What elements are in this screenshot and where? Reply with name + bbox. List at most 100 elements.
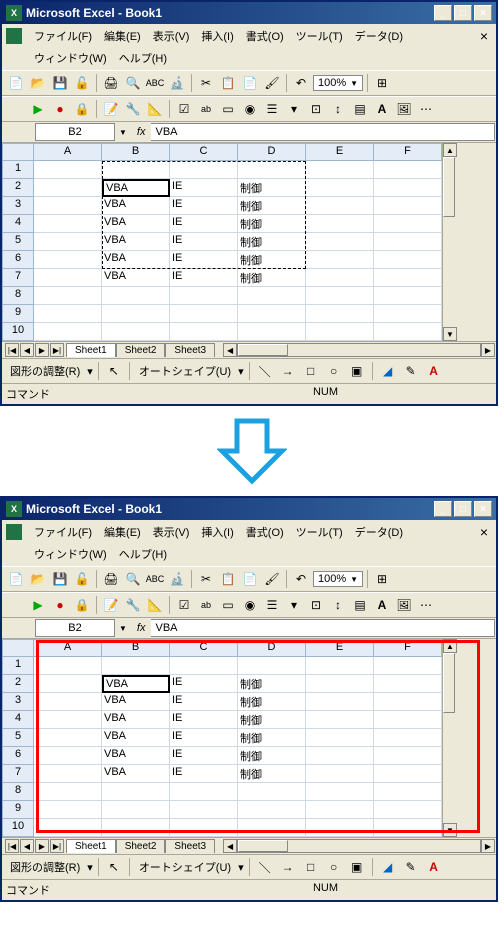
cell[interactable] <box>374 711 442 729</box>
menu-window[interactable]: ウィンドウ(W) <box>28 48 113 68</box>
cell[interactable] <box>306 179 374 197</box>
design-mode-icon[interactable]: 📐 <box>145 99 165 119</box>
label-icon[interactable]: A <box>372 99 392 119</box>
column-header[interactable]: A <box>34 639 102 657</box>
row-header[interactable]: 5 <box>2 233 34 251</box>
cell[interactable] <box>374 215 442 233</box>
cell[interactable]: IE <box>170 711 238 729</box>
vertical-scrollbar[interactable]: ▲ ▼ <box>442 639 458 837</box>
line-color-icon[interactable]: ✎ <box>401 361 421 381</box>
cell[interactable] <box>34 269 102 287</box>
column-header[interactable]: A <box>34 143 102 161</box>
cell[interactable] <box>34 179 102 197</box>
cell[interactable]: IE <box>170 729 238 747</box>
menu-data[interactable]: データ(D) <box>349 522 409 542</box>
cut-icon[interactable]: ✂ <box>196 569 216 589</box>
research-icon[interactable]: 🔬 <box>167 73 187 93</box>
tab-prev-button[interactable]: ◀ <box>20 343 34 357</box>
permission-icon[interactable]: 🔓 <box>72 569 92 589</box>
row-header[interactable]: 9 <box>2 305 34 323</box>
cell[interactable] <box>306 783 374 801</box>
cell[interactable]: IE <box>170 765 238 783</box>
zoom-dropdown[interactable]: 100% ▼ <box>313 571 363 587</box>
cell[interactable] <box>306 269 374 287</box>
mdi-close-button[interactable]: × <box>476 28 492 44</box>
textbox-draw-icon[interactable]: ▣ <box>347 857 367 877</box>
tab-next-button[interactable]: ▶ <box>35 839 49 853</box>
scroll-left-button[interactable]: ◀ <box>223 839 237 853</box>
cell[interactable] <box>306 765 374 783</box>
row-header[interactable]: 6 <box>2 747 34 765</box>
cell[interactable] <box>34 323 102 341</box>
menu-help[interactable]: ヘルプ(H) <box>113 48 173 68</box>
cell[interactable] <box>34 287 102 305</box>
fill-color-icon[interactable]: ◢ <box>378 361 398 381</box>
cell[interactable]: VBA <box>102 233 170 251</box>
cell[interactable] <box>34 819 102 837</box>
name-box[interactable]: B2 <box>35 123 115 141</box>
cell[interactable] <box>170 305 238 323</box>
cell[interactable] <box>374 765 442 783</box>
arrow-icon[interactable]: → <box>278 361 298 381</box>
autoshape-menu[interactable]: オートシェイプ(U) <box>135 361 235 381</box>
cell[interactable]: 制御 <box>238 747 306 765</box>
button-icon[interactable]: ▭ <box>218 99 238 119</box>
rectangle-icon[interactable]: □ <box>301 857 321 877</box>
menu-help[interactable]: ヘルプ(H) <box>113 544 173 564</box>
image-icon[interactable]: 🖼 <box>394 595 414 615</box>
cell[interactable] <box>102 819 170 837</box>
column-header[interactable]: E <box>306 143 374 161</box>
open-icon[interactable]: 📂 <box>28 569 48 589</box>
tab-first-button[interactable]: |◀ <box>5 343 19 357</box>
select-objects-icon[interactable]: ↖ <box>104 361 124 381</box>
cell[interactable] <box>306 197 374 215</box>
spelling-icon[interactable]: ABC <box>145 73 165 93</box>
cell[interactable] <box>102 161 170 179</box>
cell[interactable] <box>170 287 238 305</box>
cell[interactable]: 制御 <box>238 197 306 215</box>
cell[interactable] <box>374 179 442 197</box>
cell[interactable] <box>238 819 306 837</box>
cell[interactable] <box>306 287 374 305</box>
column-header[interactable]: E <box>306 639 374 657</box>
copy-icon[interactable]: 📋 <box>218 569 238 589</box>
cut-icon[interactable]: ✂ <box>196 73 216 93</box>
cell[interactable] <box>34 251 102 269</box>
cell[interactable] <box>34 305 102 323</box>
textbox-draw-icon[interactable]: ▣ <box>347 361 367 381</box>
cell[interactable] <box>306 233 374 251</box>
menu-format[interactable]: 書式(O) <box>240 26 290 46</box>
oval-icon[interactable]: ○ <box>324 361 344 381</box>
new-icon[interactable]: 📄 <box>6 569 26 589</box>
cell[interactable]: IE <box>170 693 238 711</box>
control-toolbox-icon[interactable]: 🔧 <box>123 595 143 615</box>
row-header[interactable]: 10 <box>2 819 34 837</box>
cell[interactable] <box>374 693 442 711</box>
cell[interactable]: VBA <box>102 179 170 197</box>
cell[interactable] <box>34 693 102 711</box>
cell[interactable] <box>102 657 170 675</box>
tab-last-button[interactable]: ▶| <box>50 839 64 853</box>
autoshape-menu[interactable]: オートシェイプ(U) <box>135 857 235 877</box>
save-icon[interactable]: 💾 <box>50 569 70 589</box>
row-header[interactable]: 9 <box>2 801 34 819</box>
formula-input[interactable]: VBA <box>151 123 495 141</box>
tab-next-button[interactable]: ▶ <box>35 343 49 357</box>
cell[interactable] <box>306 729 374 747</box>
cell[interactable] <box>306 711 374 729</box>
close-button[interactable]: × <box>474 501 492 517</box>
spelling-icon[interactable]: ABC <box>145 569 165 589</box>
option-icon[interactable]: ◉ <box>240 595 260 615</box>
cell[interactable] <box>374 819 442 837</box>
cell[interactable]: 制御 <box>238 693 306 711</box>
minimize-button[interactable]: _ <box>434 501 452 517</box>
column-header[interactable]: C <box>170 143 238 161</box>
cell[interactable] <box>306 657 374 675</box>
cell[interactable] <box>34 197 102 215</box>
scroll-up-button[interactable]: ▲ <box>443 639 457 653</box>
cell[interactable] <box>238 287 306 305</box>
name-box-arrow[interactable]: ▼ <box>115 128 131 137</box>
borders-icon[interactable]: ⊞ <box>372 73 392 93</box>
cell[interactable] <box>306 675 374 693</box>
cell[interactable] <box>34 783 102 801</box>
